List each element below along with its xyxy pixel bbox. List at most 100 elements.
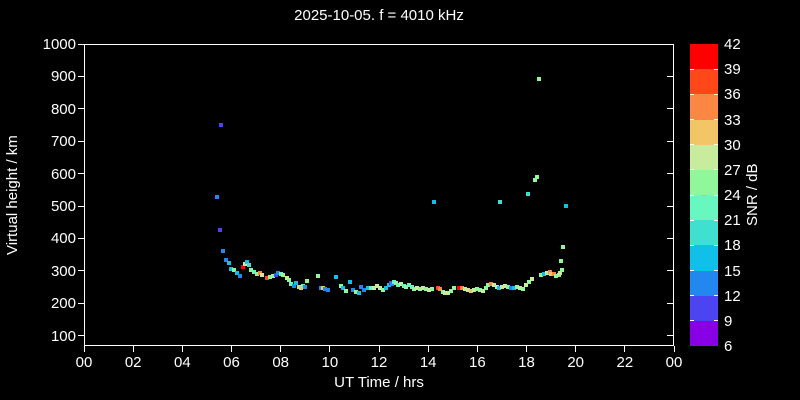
data-point <box>220 249 225 254</box>
data-point <box>533 178 538 183</box>
y-tick-right <box>667 43 673 45</box>
data-point <box>564 204 569 209</box>
y-tick-label: 300 <box>50 262 76 280</box>
data-point <box>514 285 519 290</box>
colorbar-tick-label: 6 <box>724 338 733 355</box>
data-point <box>537 77 542 82</box>
data-point <box>325 288 330 293</box>
x-tick <box>476 346 478 352</box>
y-axis-label: Virtual height / km <box>4 135 21 255</box>
colorbar-segment <box>690 195 718 221</box>
data-point <box>380 288 385 293</box>
y-tick-label: 100 <box>50 327 76 345</box>
data-point <box>557 271 562 276</box>
y-tick <box>78 302 84 304</box>
colorbar-tick <box>714 219 718 221</box>
x-tick <box>624 346 626 352</box>
colorbar-tick <box>690 144 694 146</box>
data-point <box>248 268 253 273</box>
x-tick <box>231 346 232 352</box>
data-point <box>229 267 234 272</box>
colorbar-tick <box>714 119 718 120</box>
colorbar-segment <box>690 119 718 146</box>
data-point <box>227 261 232 266</box>
colorbar <box>690 44 718 347</box>
colorbar-tick-label: 9 <box>724 312 733 330</box>
colorbar-tick <box>690 169 694 171</box>
data-point <box>299 286 304 291</box>
colorbar-tick <box>690 93 694 95</box>
data-point <box>365 286 370 291</box>
colorbar-tick <box>690 219 694 221</box>
colorbar-tick <box>714 320 718 322</box>
data-point <box>548 270 553 275</box>
data-point <box>398 282 403 287</box>
x-tick <box>83 346 85 352</box>
x-tick-label: 18 <box>518 354 535 371</box>
data-point <box>478 288 483 293</box>
colorbar-segment <box>690 320 718 347</box>
colorbar-tick <box>690 295 694 297</box>
data-point <box>472 288 477 293</box>
data-point <box>246 263 251 268</box>
y-tick <box>78 108 84 110</box>
x-tick-label: 04 <box>173 354 191 371</box>
data-point <box>456 286 461 291</box>
colorbar-tick-label: 36 <box>724 86 741 104</box>
x-tick-label: 08 <box>272 354 289 371</box>
colorbar-tick-label: 12 <box>724 287 741 305</box>
x-tick-label: 12 <box>370 354 388 371</box>
colorbar-segment <box>690 220 718 246</box>
data-point <box>218 123 223 128</box>
data-point <box>526 280 531 285</box>
data-point <box>463 287 468 292</box>
data-point <box>344 289 349 294</box>
y-tick-label: 900 <box>50 68 76 86</box>
y-tick <box>78 237 84 239</box>
y-tick-label: 200 <box>50 295 76 313</box>
colorbar-tick-label: 15 <box>724 262 741 280</box>
y-tick-right <box>667 302 673 304</box>
data-point <box>368 286 373 291</box>
data-point <box>539 273 544 278</box>
x-tick <box>132 346 134 352</box>
data-point <box>395 283 400 288</box>
y-tick-label: 500 <box>50 198 76 216</box>
y-tick <box>78 75 84 77</box>
data-point <box>359 285 364 290</box>
data-point <box>503 284 508 289</box>
chart-title: 2025-10-05. f = 4010 kHz <box>294 7 464 24</box>
data-point <box>489 282 494 287</box>
y-tick <box>78 43 84 45</box>
data-point <box>372 286 377 291</box>
data-point <box>215 194 219 199</box>
x-tick-label: 06 <box>223 354 240 371</box>
data-point <box>426 288 431 293</box>
colorbar-tick <box>714 194 718 196</box>
data-point <box>475 287 480 292</box>
data-point <box>509 286 514 291</box>
data-point <box>499 285 504 290</box>
colorbar-tick-label: 18 <box>724 237 741 255</box>
data-point <box>524 283 529 288</box>
data-point <box>442 291 447 296</box>
data-point <box>535 174 540 179</box>
data-point <box>340 286 345 291</box>
y-tick <box>78 140 84 142</box>
colorbar-tick <box>714 68 718 70</box>
data-point <box>418 287 423 292</box>
data-point <box>383 286 388 291</box>
data-point <box>291 284 296 289</box>
y-tick-right <box>667 75 673 77</box>
x-tick-label: 00 <box>75 354 93 371</box>
y-tick-right <box>667 173 673 175</box>
x-tick <box>427 346 429 352</box>
data-point <box>287 278 292 283</box>
data-point <box>451 286 456 291</box>
plot-area <box>84 44 674 346</box>
colorbar-segment <box>690 44 718 70</box>
y-tick-right <box>667 237 673 239</box>
data-point <box>492 283 497 288</box>
data-point <box>353 290 358 295</box>
